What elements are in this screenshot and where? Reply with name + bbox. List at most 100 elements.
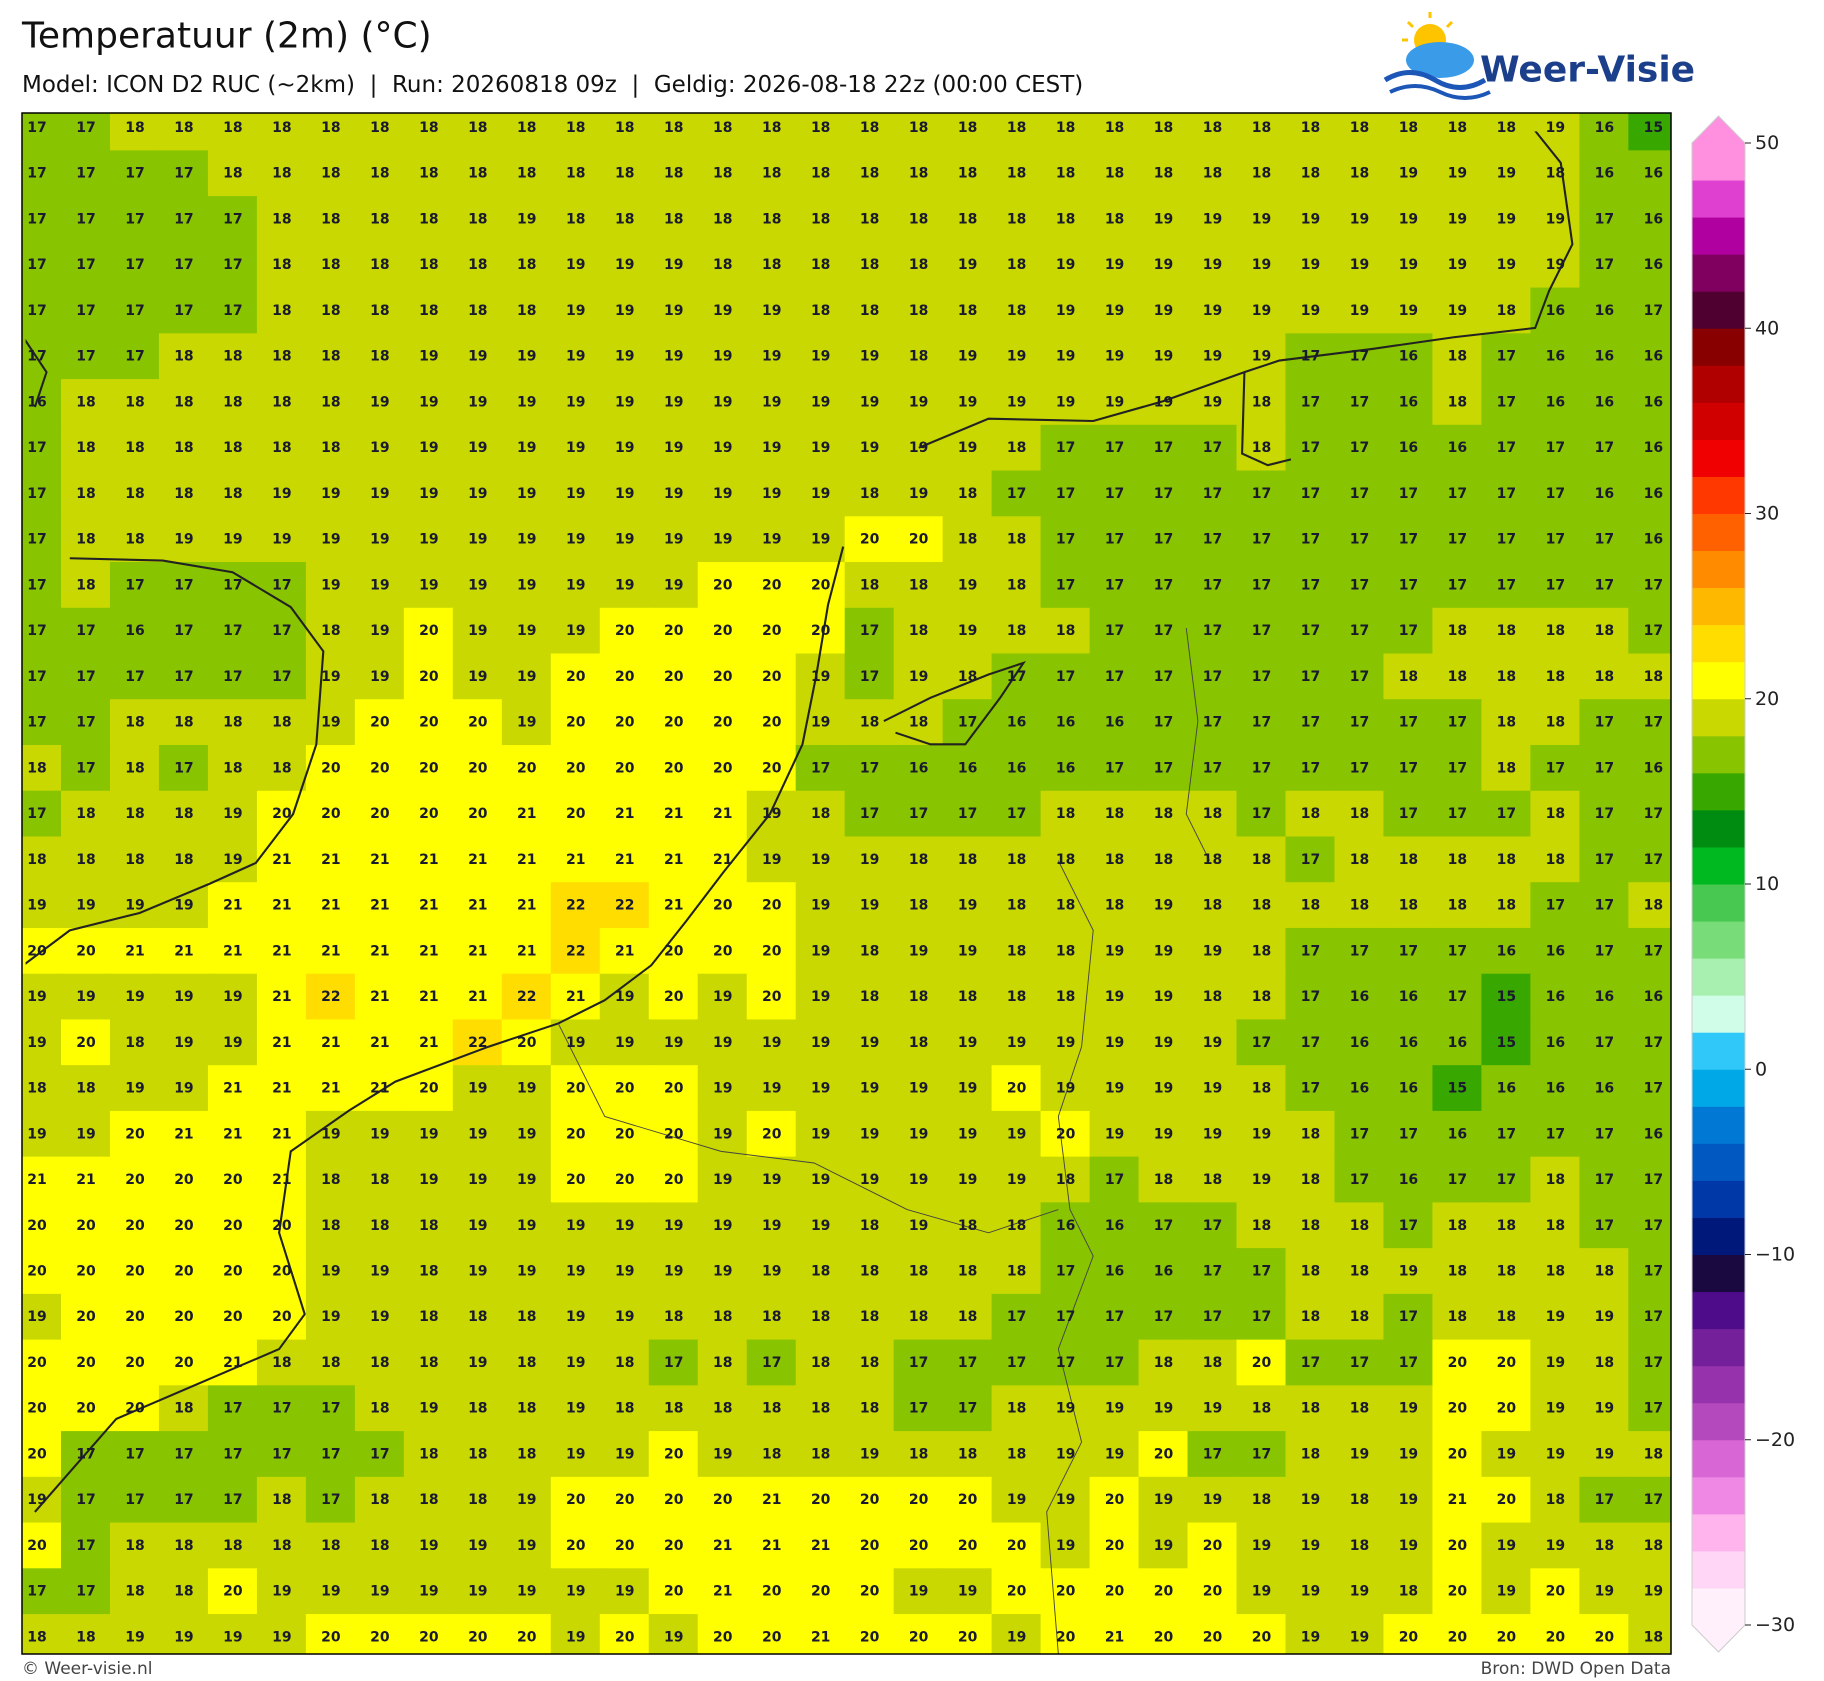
temperature-label: 20: [664, 1538, 684, 1554]
map-cell: [305, 1614, 356, 1654]
temperature-label: 18: [419, 257, 438, 273]
temperature-label: 18: [1154, 852, 1173, 868]
map-cell: [22, 516, 62, 564]
map-cell: [158, 1339, 209, 1387]
temperature-label: 19: [713, 989, 732, 1005]
temperature-label: 17: [174, 577, 193, 593]
map-cell: [403, 424, 454, 472]
temperature-label: 17: [76, 211, 95, 227]
map-cell: [1285, 1019, 1336, 1067]
temperature-label: 17: [125, 1446, 144, 1462]
map-cell: [305, 1339, 356, 1387]
map-cell: [354, 1522, 405, 1570]
map-cell: [1138, 1110, 1189, 1158]
temperature-label: 17: [223, 1401, 242, 1417]
map-cell: [1334, 790, 1385, 838]
colorbar-tick-label: 40: [1755, 317, 1779, 339]
map-cell: [207, 1156, 258, 1204]
temperature-label: 20: [566, 1126, 586, 1142]
temperature-label: 17: [1644, 1172, 1663, 1188]
temperature-label: 18: [1007, 898, 1026, 914]
temperature-label: 19: [860, 898, 879, 914]
map-cell: [1628, 1202, 1671, 1250]
temperature-label: 17: [1595, 760, 1614, 776]
map-cell: [648, 836, 699, 884]
map-cell: [550, 882, 601, 929]
temperature-label: 20: [762, 1584, 782, 1600]
temperature-label: 17: [860, 623, 879, 639]
map-cell: [354, 196, 405, 243]
map-cell: [795, 241, 846, 289]
map-cell: [1628, 196, 1671, 243]
temperature-label: 21: [272, 1172, 291, 1188]
temperature-label: 19: [419, 1538, 438, 1554]
temperature-label: 19: [909, 1126, 928, 1142]
map-cell: [1236, 562, 1287, 609]
map-cell: [1579, 150, 1630, 198]
map-cell: [844, 1614, 895, 1654]
map-cell: [22, 653, 62, 701]
map-cell: [746, 607, 797, 655]
temperature-label: 18: [1301, 1264, 1320, 1280]
temperature-label: 19: [370, 1309, 389, 1325]
temperature-label: 19: [958, 394, 977, 410]
temperature-label: 19: [762, 440, 781, 456]
map-cell: [452, 607, 503, 655]
temperature-label: 17: [1105, 669, 1124, 685]
map-cell: [1236, 150, 1287, 198]
temperature-label: 19: [1546, 1355, 1565, 1371]
temperature-label: 19: [860, 1446, 879, 1462]
map-cell: [452, 333, 503, 381]
map-cell: [256, 1568, 307, 1616]
temperature-label: 17: [27, 806, 46, 822]
temperature-label: 16: [1546, 394, 1565, 410]
map-cell: [746, 516, 797, 564]
temperature-label: 21: [1448, 1492, 1467, 1508]
temperature-label: 19: [664, 486, 683, 502]
temperature-label: 18: [1497, 715, 1516, 731]
temperature-label: 19: [958, 1172, 977, 1188]
temperature-label: 17: [76, 120, 95, 136]
temperature-label: 19: [1154, 1492, 1173, 1508]
map-cell: [1187, 150, 1238, 198]
map-cell: [501, 1248, 552, 1295]
temperature-label: 19: [272, 1584, 291, 1600]
temperature-label: 18: [370, 1172, 389, 1188]
map-cell: [1432, 1568, 1483, 1616]
map-cell: [795, 1156, 846, 1204]
temperature-label: 19: [1595, 1584, 1614, 1600]
map-cell: [1579, 1156, 1630, 1204]
temperature-label: 17: [1154, 577, 1173, 593]
map-cell: [746, 1065, 797, 1112]
temperature-label: 18: [321, 257, 340, 273]
map-cell: [1285, 1202, 1336, 1250]
map-cell: [697, 1248, 748, 1295]
map-cell: [991, 150, 1042, 198]
temperature-label: 19: [517, 1081, 536, 1097]
temperature-label: 18: [1007, 303, 1026, 319]
map-cell: [256, 1339, 307, 1387]
temperature-label: 17: [174, 760, 193, 776]
map-cell: [697, 113, 748, 152]
map-cell: [1040, 516, 1091, 564]
temperature-label: 17: [1007, 1309, 1026, 1325]
map-cell: [1579, 1614, 1630, 1654]
temperature-label: 18: [223, 394, 242, 410]
map-cell: [403, 470, 454, 518]
temperature-label: 16: [1644, 394, 1663, 410]
temperature-label: 19: [1497, 166, 1516, 182]
map-cell: [158, 1431, 209, 1478]
colorbar-band: [1692, 476, 1745, 514]
temperature-label: 17: [1301, 1081, 1320, 1097]
map-cell: [1481, 1065, 1532, 1112]
map-cell: [1040, 1431, 1091, 1478]
temperature-label: 18: [272, 120, 291, 136]
temperature-label: 18: [174, 852, 193, 868]
temperature-label: 21: [370, 943, 389, 959]
temperature-label: 20: [419, 669, 439, 685]
temperature-label: 18: [1154, 1355, 1173, 1371]
temperature-label: 21: [713, 1538, 732, 1554]
temperature-label: 19: [860, 440, 879, 456]
map-cell: [1579, 516, 1630, 564]
map-cell: [648, 379, 699, 426]
